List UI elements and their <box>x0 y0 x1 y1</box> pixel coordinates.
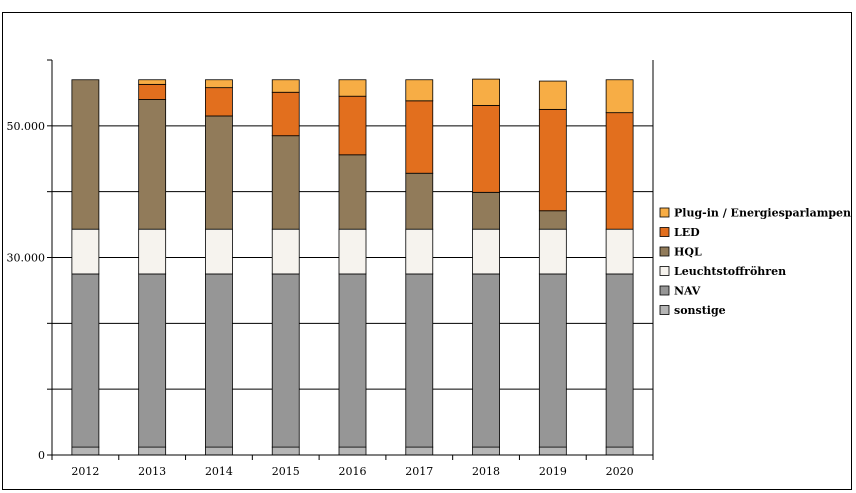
legend-swatch-sonstige <box>659 305 670 315</box>
x-tick-label: 2016 <box>339 465 367 478</box>
bar-segment-led <box>138 83 167 100</box>
bar-segment-hql <box>138 99 167 230</box>
bar-segment-leuchtstoffroehren <box>405 228 434 275</box>
bar-segment-nav <box>138 273 167 448</box>
bar-segment-sonstige <box>472 446 500 456</box>
x-tick-label: 2012 <box>71 465 99 478</box>
bar-segment-hql <box>405 172 434 230</box>
bar-segment-plug-in-energiesparlampen <box>538 80 567 110</box>
bar-segment-nav <box>472 273 500 448</box>
bar-segment-nav <box>605 273 634 448</box>
bar-segment-led <box>538 108 567 212</box>
bar-segment-nav <box>538 273 567 448</box>
bar-segment-led <box>271 91 300 137</box>
legend-label-sonstige: sonstige <box>674 304 726 317</box>
bar-segment-leuchtstoffroehren <box>271 228 300 275</box>
legend-swatch-leuchtstoffroehren <box>659 266 670 276</box>
bar-segment-sonstige <box>138 446 167 456</box>
bar-segment-hql <box>271 135 300 230</box>
bar-segment-leuchtstoffroehren <box>472 228 500 275</box>
x-tick-label: 2014 <box>205 465 233 478</box>
bar-segment-leuchtstoffroehren <box>138 228 167 275</box>
bar-segment-sonstige <box>71 446 100 456</box>
y-tick-label: 30.000 <box>7 252 46 265</box>
bar-segment-led <box>605 112 634 230</box>
bar-segment-plug-in-energiesparlampen <box>338 79 367 97</box>
bar-segment-led <box>472 105 500 193</box>
bar-segment-plug-in-energiesparlampen <box>271 79 300 93</box>
bar-segment-nav <box>271 273 300 448</box>
bar-segment-sonstige <box>405 446 434 456</box>
bar-segment-sonstige <box>271 446 300 456</box>
legend-label-led: LED <box>674 226 700 239</box>
bar-segment-hql <box>472 191 500 230</box>
bar-segment-leuchtstoffroehren <box>338 228 367 275</box>
x-tick-label: 2018 <box>472 465 500 478</box>
bar-segment-leuchtstoffroehren <box>605 228 634 275</box>
y-tick-label: 0 <box>38 449 45 462</box>
bar-stacks <box>71 78 634 456</box>
bar-segment-plug-in-energiesparlampen <box>205 79 233 89</box>
chart-frame: 0 30.000 50.000 2012 2013 2014 2015 2016 2017 201… <box>2 12 852 490</box>
bar-segment-nav <box>405 273 434 448</box>
bar-segment-led <box>205 87 233 117</box>
legend-label-leuchtstoffroehren: Leuchtstoffröhren <box>674 265 786 278</box>
x-tick-label: 2017 <box>405 465 433 478</box>
legend-swatch-led <box>659 227 670 237</box>
bar-segment-leuchtstoffroehren <box>71 228 100 275</box>
y-tick-label: 50.000 <box>7 120 46 133</box>
bar-segment-nav <box>338 273 367 448</box>
stacked-bar-chart: 0 30.000 50.000 2012 2013 2014 2015 2016 2017 201… <box>7 59 851 478</box>
x-tick-label: 2015 <box>272 465 300 478</box>
bar-segment-led <box>405 100 434 174</box>
bar-segment-nav <box>71 273 100 448</box>
legend-label-nav: NAV <box>674 285 701 298</box>
x-tick-label: 2013 <box>138 465 166 478</box>
legend-swatch-plug-in-energiesparlampen <box>659 207 670 218</box>
bar-segment-led <box>338 95 367 156</box>
x-tick-label: 2020 <box>606 465 634 478</box>
bar-segment-plug-in-energiesparlampen <box>138 79 167 85</box>
bar-segment-plug-in-energiesparlampen <box>405 79 434 102</box>
axes: 0 30.000 50.000 2012 2013 2014 2015 2016 2017 201… <box>7 59 654 478</box>
bar-segment-sonstige <box>205 446 233 456</box>
bar-segment-hql <box>538 210 567 230</box>
legend-label-hql: HQL <box>674 246 702 259</box>
legend-swatch-hql <box>659 246 670 257</box>
x-tick-label: 2019 <box>539 465 567 478</box>
bar-segment-hql <box>338 154 367 230</box>
bar-segment-plug-in-energiesparlampen <box>605 79 634 114</box>
legend-swatch-nav <box>659 285 670 296</box>
bar-segment-leuchtstoffroehren <box>205 228 233 275</box>
bar-segment-sonstige <box>338 446 367 456</box>
bar-segment-hql <box>205 115 233 230</box>
legend-label-plug-in-energiesparlampen: Plug-in / Energiesparlampen <box>674 207 851 220</box>
bar-segment-nav <box>205 273 233 448</box>
bar-segment-hql <box>71 79 100 230</box>
bar-segment-sonstige <box>605 446 634 456</box>
bar-segment-sonstige <box>538 446 567 456</box>
legend: Plug-in / Energiesparlampen LED HQL Leuchts… <box>659 207 851 317</box>
bar-segment-plug-in-energiesparlampen <box>472 78 500 106</box>
bar-segment-leuchtstoffroehren <box>538 228 567 275</box>
